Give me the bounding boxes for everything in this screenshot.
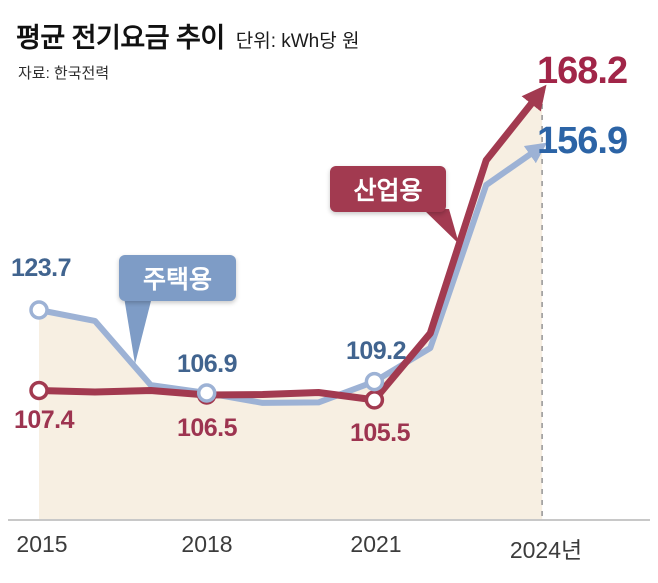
industrial-2024-value: 168.2 [537, 50, 628, 92]
industrial-2018-value: 106.5 [176, 414, 238, 442]
residential-marker-2018 [196, 383, 217, 403]
residential-2018-value: 106.9 [176, 350, 238, 378]
residential-2015-value: 123.7 [10, 254, 72, 282]
x-axis-label-2024: 2024년 [509, 537, 583, 563]
source-label: 자료: 한국전력 [18, 65, 110, 82]
page-title: 평균 전기요금 추이 [16, 23, 225, 53]
data-point-markers [29, 300, 385, 410]
residential-marker-2015 [29, 300, 49, 320]
residential-callout: 주택용 [119, 255, 236, 301]
industrial-callout-tail [423, 209, 459, 244]
residential-marker-2021 [364, 371, 385, 392]
industrial-2021-value: 105.5 [349, 419, 411, 447]
x-axis-label-2015: 2015 [16, 531, 68, 557]
residential-2024-value: 156.9 [537, 120, 628, 162]
residential-callout-tail [124, 297, 152, 364]
x-axis-label-2018: 2018 [181, 531, 233, 557]
chart-header: 평균 전기요금 추이 단위: kWh당 원 [16, 16, 360, 55]
industrial-area-fill [39, 90, 543, 520]
residential-2021-value: 109.2 [345, 337, 407, 365]
unit-label: 단위: kWh당 원 [235, 31, 360, 52]
residential-line [38, 142, 548, 406]
industrial-line [38, 84, 547, 404]
industrial-marker-2015 [29, 380, 49, 401]
industrial-marker-2021 [364, 390, 385, 410]
industrial-2015-value: 107.4 [13, 406, 75, 434]
industrial-callout: 산업용 [330, 166, 446, 212]
x-axis-label-2021: 2021 [350, 531, 402, 557]
